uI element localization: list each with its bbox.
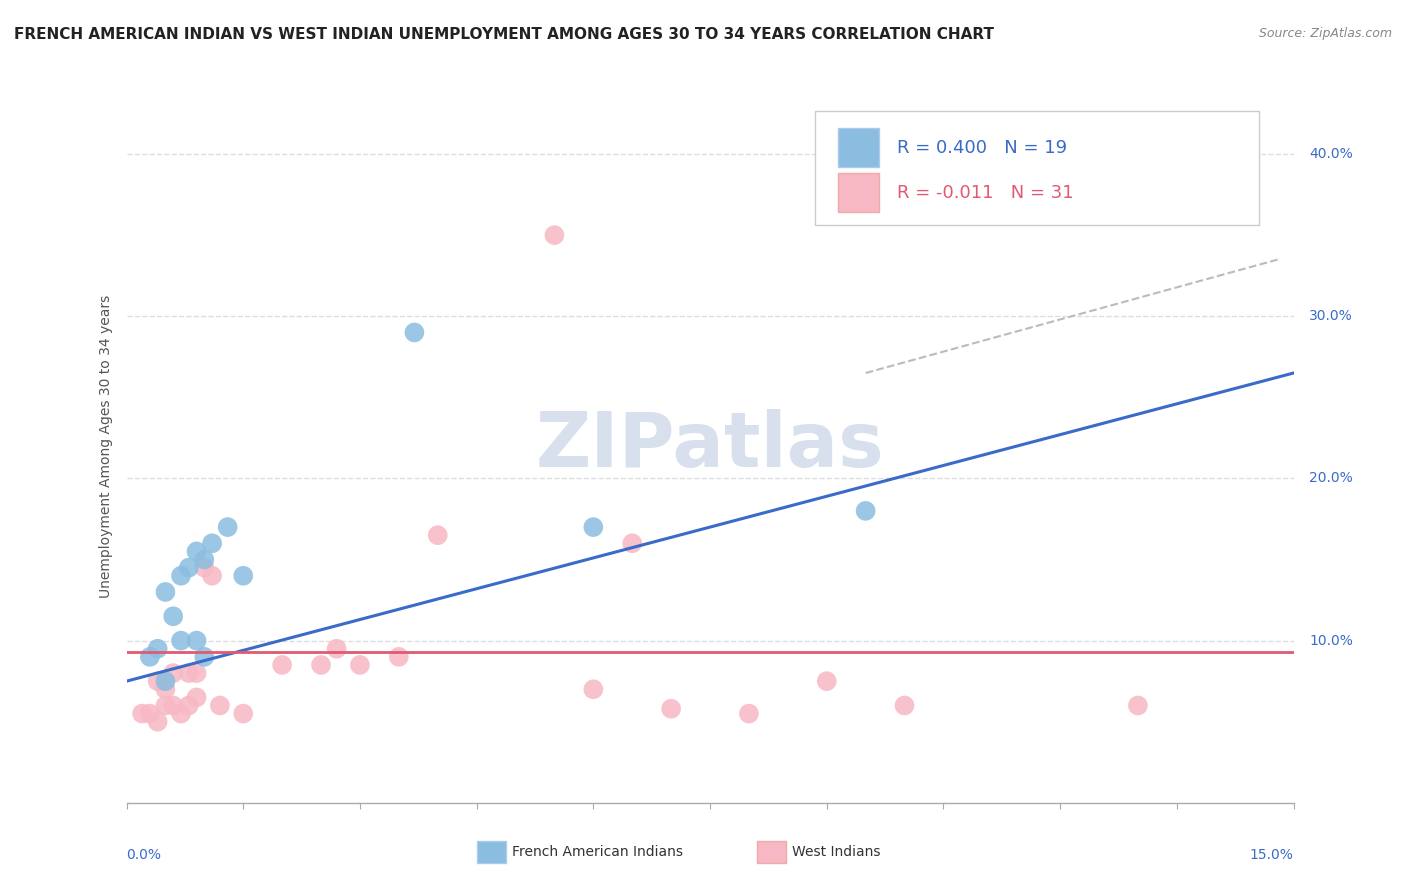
Point: [162, 698, 184, 713]
Point: [193, 649, 215, 664]
Text: 40.0%: 40.0%: [1309, 147, 1353, 161]
Text: 20.0%: 20.0%: [1309, 472, 1353, 485]
Point: [232, 706, 254, 721]
Point: [309, 657, 332, 672]
Point: [177, 560, 200, 574]
Text: Source: ZipAtlas.com: Source: ZipAtlas.com: [1258, 27, 1392, 40]
Point: [155, 674, 177, 689]
Text: R = -0.011   N = 31: R = -0.011 N = 31: [897, 184, 1073, 202]
Text: 30.0%: 30.0%: [1309, 310, 1353, 323]
Point: [621, 536, 644, 550]
Point: [201, 536, 224, 550]
Point: [404, 326, 426, 340]
Point: [186, 690, 208, 705]
Point: [232, 568, 254, 582]
Point: [271, 657, 294, 672]
Point: [815, 674, 838, 689]
Point: [155, 682, 177, 697]
FancyBboxPatch shape: [838, 128, 879, 168]
Point: [893, 698, 915, 713]
FancyBboxPatch shape: [756, 840, 786, 863]
Point: [170, 706, 193, 721]
Text: Unemployment Among Ages 30 to 34 years: Unemployment Among Ages 30 to 34 years: [98, 294, 112, 598]
Point: [186, 633, 208, 648]
Point: [131, 706, 153, 721]
Point: [139, 706, 162, 721]
Point: [193, 552, 215, 566]
Point: [543, 228, 565, 243]
Point: [1126, 698, 1149, 713]
FancyBboxPatch shape: [815, 111, 1258, 225]
Text: 0.0%: 0.0%: [127, 848, 162, 863]
Point: [139, 649, 162, 664]
Point: [855, 131, 877, 145]
Point: [155, 585, 177, 599]
Point: [186, 666, 208, 681]
Point: [177, 698, 200, 713]
Point: [208, 698, 231, 713]
FancyBboxPatch shape: [838, 173, 879, 212]
Point: [177, 666, 200, 681]
Point: [146, 714, 169, 729]
Point: [388, 649, 411, 664]
Point: [162, 609, 184, 624]
Point: [659, 702, 682, 716]
Text: R = 0.400   N = 19: R = 0.400 N = 19: [897, 139, 1067, 157]
Text: FRENCH AMERICAN INDIAN VS WEST INDIAN UNEMPLOYMENT AMONG AGES 30 TO 34 YEARS COR: FRENCH AMERICAN INDIAN VS WEST INDIAN UN…: [14, 27, 994, 42]
Point: [146, 641, 169, 656]
Point: [170, 633, 193, 648]
Point: [155, 698, 177, 713]
Text: West Indians: West Indians: [792, 845, 880, 859]
Point: [349, 657, 371, 672]
Point: [855, 504, 877, 518]
Point: [146, 674, 169, 689]
Point: [162, 666, 184, 681]
Point: [738, 706, 761, 721]
Point: [582, 520, 605, 534]
Point: [170, 568, 193, 582]
Text: ZIPatlas: ZIPatlas: [536, 409, 884, 483]
Text: 10.0%: 10.0%: [1309, 633, 1353, 648]
Point: [426, 528, 449, 542]
Point: [582, 682, 605, 697]
Point: [325, 641, 347, 656]
Point: [186, 544, 208, 558]
Point: [217, 520, 239, 534]
FancyBboxPatch shape: [477, 840, 506, 863]
Text: French American Indians: French American Indians: [512, 845, 683, 859]
Point: [193, 560, 215, 574]
Point: [201, 568, 224, 582]
Text: 15.0%: 15.0%: [1250, 848, 1294, 863]
